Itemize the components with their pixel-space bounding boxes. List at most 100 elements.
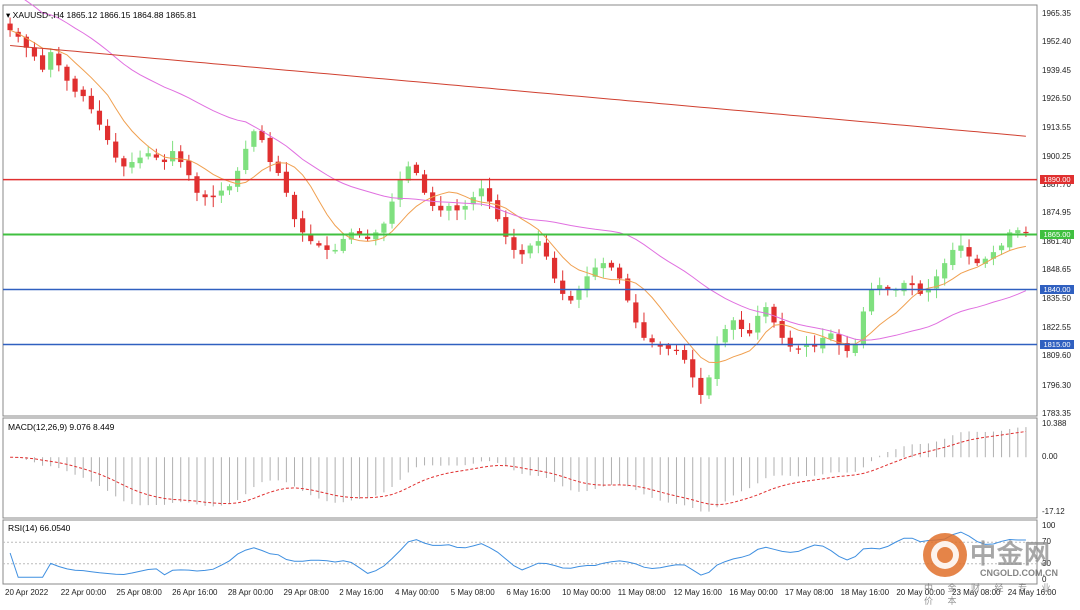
bull-candle <box>48 52 54 70</box>
bear-candle <box>519 249 525 255</box>
bull-candle <box>933 276 940 289</box>
bear-candle <box>909 283 915 286</box>
level-tag: 1865.00 <box>1040 230 1074 240</box>
macd-y-tick: 10.388 <box>1042 419 1067 428</box>
bull-candle <box>332 249 338 252</box>
dropdown-arrow-icon[interactable]: ▾ <box>6 10 11 20</box>
bear-candle <box>812 344 818 347</box>
watermark-brand: 中金网 <box>970 540 1052 570</box>
price-y-tick: 1939.45 <box>1042 65 1071 75</box>
bear-candle <box>324 245 330 250</box>
symbol-label: XAUUSD-,H4 <box>12 10 65 20</box>
x-tick: 12 May 16:00 <box>673 588 722 597</box>
bear-candle <box>1023 231 1029 234</box>
bear-candle <box>153 154 159 158</box>
bear-candle <box>291 194 298 220</box>
x-tick: 20 Apr 2022 <box>5 588 49 597</box>
bear-candle <box>413 164 420 174</box>
ma-slow-line <box>10 45 1026 137</box>
bear-candle <box>454 205 460 211</box>
bull-candle <box>820 337 826 349</box>
bear-candle <box>747 330 753 334</box>
bull-candle <box>446 205 452 211</box>
bull-candle <box>137 157 143 164</box>
bear-candle <box>275 161 281 174</box>
rsi-line <box>9 531 1026 578</box>
bear-candle <box>568 295 574 301</box>
bear-candle <box>885 286 891 290</box>
bear-candle <box>787 337 793 347</box>
bull-candle <box>942 263 948 279</box>
bull-candle <box>576 289 582 300</box>
rsi-y-tick: 70 <box>1042 537 1051 547</box>
bull-candle <box>251 131 257 147</box>
bull-candle <box>397 179 403 200</box>
bull-candle <box>958 245 964 251</box>
watermark: 中金网 CNGOLD.COM.CN 中 金 财 经 专 业 价 本 <box>918 528 1078 606</box>
bear-candle <box>641 322 647 338</box>
bull-candle <box>592 267 598 277</box>
price-y-tick: 1926.50 <box>1042 94 1071 104</box>
x-tick: 5 May 08:00 <box>450 588 495 597</box>
price-y-tick: 1913.55 <box>1042 122 1071 132</box>
x-tick: 16 May 00:00 <box>729 588 778 597</box>
bull-candle <box>755 315 761 333</box>
bull-candle <box>584 276 590 291</box>
bear-candle <box>23 36 29 48</box>
bear-candle <box>633 302 639 323</box>
cngold-logo-icon <box>923 533 967 577</box>
price-y-tick: 1965.35 <box>1042 9 1071 18</box>
macd-y-tick: 0.00 <box>1042 452 1058 462</box>
bear-candle <box>72 78 78 92</box>
bear-candle <box>39 55 46 70</box>
bull-candle <box>243 148 249 170</box>
bear-candle <box>438 205 444 211</box>
bear-candle <box>673 349 680 352</box>
x-tick: 23 May 08:00 <box>952 588 1001 597</box>
x-tick: 17 May 08:00 <box>784 588 834 597</box>
bear-candle <box>486 188 493 202</box>
level-tag: 1815.00 <box>1040 339 1074 349</box>
bear-candle <box>194 176 200 193</box>
x-tick: 26 Apr 16:00 <box>172 588 218 597</box>
price-y-tick: 1848.65 <box>1042 265 1071 275</box>
price-panel[interactable] <box>2 4 1038 417</box>
macd-signal-line <box>10 431 1026 506</box>
x-tick: 28 Apr 00:00 <box>227 588 274 597</box>
bear-candle <box>96 110 103 125</box>
bull-candle <box>852 344 858 353</box>
rsi-panel[interactable] <box>2 519 1038 585</box>
bear-candle <box>104 125 111 141</box>
bear-candle <box>64 66 70 81</box>
x-tick: 25 Apr 08:00 <box>116 588 162 597</box>
price-y-tick: 1783.35 <box>1042 409 1071 418</box>
bull-candle <box>348 232 354 240</box>
bull-candle <box>1015 230 1021 234</box>
bear-candle <box>698 377 704 395</box>
x-tick: 6 May 16:00 <box>506 588 551 597</box>
price-y-tick: 1861.40 <box>1042 237 1071 247</box>
bull-candle <box>868 289 875 312</box>
bear-candle <box>178 151 184 163</box>
bear-candle <box>917 283 923 294</box>
bull-candle <box>860 311 866 345</box>
bull-candle <box>877 285 883 290</box>
bull-candle <box>535 241 541 246</box>
bear-candle <box>974 258 980 264</box>
x-tick: 20 May 00:00 <box>896 588 945 597</box>
bear-candle <box>7 23 13 31</box>
bear-candle <box>511 237 517 250</box>
bull-candle <box>730 320 736 330</box>
macd-panel[interactable] <box>2 417 1038 519</box>
price-y-tick: 1887.70 <box>1042 179 1071 189</box>
bear-candle <box>495 200 501 220</box>
bull-candle <box>803 344 810 347</box>
bear-candle <box>844 343 850 352</box>
bear-candle <box>738 319 745 330</box>
bear-candle <box>551 257 558 279</box>
bear-candle <box>560 280 566 294</box>
bear-candle <box>161 159 168 163</box>
bear-candle <box>186 160 192 176</box>
bear-candle <box>543 242 550 257</box>
